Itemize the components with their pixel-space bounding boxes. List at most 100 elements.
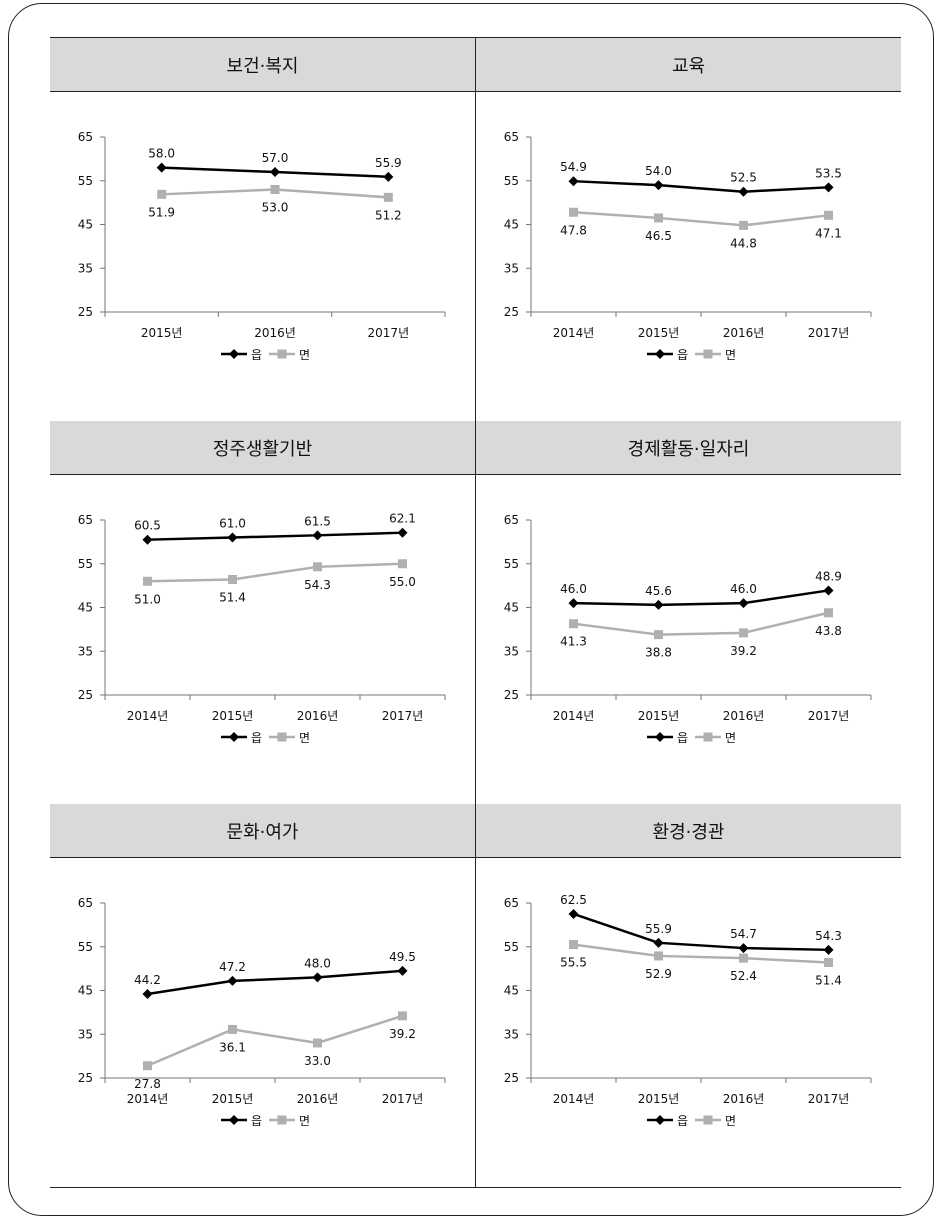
y-tick-label: 35 xyxy=(78,644,93,658)
line-chart-environment-landscape: 65 55 45 35 25 2014년 2015년 2016년 2017년 62.5 55.5 55… xyxy=(504,893,872,1128)
data-label-eup: 61.5 xyxy=(304,514,331,528)
data-label-myeon: 51.0 xyxy=(134,592,161,606)
y-tick-label: 55 xyxy=(78,940,93,954)
data-label-myeon: 27.8 xyxy=(134,1077,161,1091)
panel-living-infrastructure: 정주생활기반 65 55 45 35 25 2014년 2015년 2016년 2017년 60.… xyxy=(50,421,475,804)
x-tick-label: 2015년 xyxy=(638,709,680,723)
data-label-myeon: 54.3 xyxy=(304,578,331,592)
x-tick-label: 2016년 xyxy=(723,1092,765,1106)
data-label-eup: 54.9 xyxy=(560,160,587,174)
y-tick-label: 55 xyxy=(504,174,519,188)
data-point-eup xyxy=(312,530,323,541)
data-point-myeon xyxy=(228,1024,237,1034)
data-point-myeon xyxy=(824,608,833,618)
panel-health-welfare: 보건·복지 65 55 45 35 25 2015년 2016년 2017년 58.0 51.9 5… xyxy=(50,38,475,421)
x-tick-label: 2017년 xyxy=(808,1092,850,1106)
data-point-myeon xyxy=(569,940,578,950)
series-line-myeon xyxy=(573,211,829,227)
legend-marker-eup xyxy=(655,349,665,359)
x-tick-label: 2017년 xyxy=(808,709,850,723)
x-tick-label: 2017년 xyxy=(382,709,424,723)
legend-marker-eup xyxy=(655,1115,665,1125)
x-tick-label: 2015년 xyxy=(638,1092,680,1106)
data-label-eup: 44.2 xyxy=(134,973,161,987)
data-label-myeon: 55.0 xyxy=(389,575,416,589)
data-point-myeon xyxy=(824,958,833,967)
data-point-eup xyxy=(823,944,834,955)
data-point-eup xyxy=(568,908,579,919)
y-tick-label: 45 xyxy=(78,218,93,232)
line-chart-education: 65 55 45 35 25 2014년 2015년 2016년 2017년 54.9 47.8 54… xyxy=(504,130,872,362)
data-point-myeon xyxy=(569,207,578,217)
line-chart-culture-leisure: 65 55 45 35 25 2014년 2015년 2016년 2017년 44.2 27.8 47… xyxy=(78,896,446,1128)
series-line-eup xyxy=(573,179,829,193)
data-label-eup: 48.9 xyxy=(815,569,842,583)
legend-label-eup: 읍 xyxy=(251,731,262,745)
line-chart-health-welfare: 65 55 45 35 25 2015년 2016년 2017년 58.0 51.9 57.0 53.… xyxy=(78,130,446,362)
data-point-eup xyxy=(397,527,408,538)
series-line-eup xyxy=(573,589,829,607)
x-tick-label: 2016년 xyxy=(297,1092,339,1106)
data-point-eup xyxy=(738,186,749,197)
legend-label-eup: 읍 xyxy=(251,348,262,362)
data-point-myeon xyxy=(739,628,748,638)
legend-label-eup: 읍 xyxy=(677,731,688,745)
data-label-eup: 45.6 xyxy=(645,584,672,598)
y-tick-label: 45 xyxy=(504,218,519,232)
data-label-myeon: 44.8 xyxy=(730,236,757,250)
y-tick-label: 25 xyxy=(78,688,93,702)
data-point-eup xyxy=(270,167,280,177)
legend-label-eup: 읍 xyxy=(677,348,688,362)
column-divider xyxy=(475,38,476,1187)
data-label-myeon: 39.2 xyxy=(730,644,757,658)
legend-marker-eup xyxy=(229,1115,239,1125)
data-label-myeon: 39.2 xyxy=(389,1027,416,1041)
legend-label-myeon: 면 xyxy=(725,348,736,362)
data-label-myeon: 47.1 xyxy=(815,226,842,240)
data-point-eup xyxy=(142,534,153,545)
series-line-myeon xyxy=(147,562,403,583)
legend-marker-myeon xyxy=(703,1115,713,1125)
legend-marker-myeon xyxy=(703,349,713,359)
series-line-eup xyxy=(147,531,403,541)
panel-education: 교육 65 55 45 35 25 2014년 2015년 2016년 2017년 54.9 47.… xyxy=(476,38,901,421)
x-tick-label: 2016년 xyxy=(723,326,765,340)
data-point-eup xyxy=(312,972,323,983)
data-point-eup xyxy=(653,599,664,610)
y-tick-label: 25 xyxy=(504,305,519,319)
legend-label-myeon: 면 xyxy=(299,731,310,745)
data-label-myeon: 33.0 xyxy=(304,1054,331,1068)
y-tick-label: 35 xyxy=(78,1027,93,1041)
y-tick-label: 55 xyxy=(504,557,519,571)
row-divider xyxy=(50,804,901,805)
data-label-eup: 58.0 xyxy=(148,147,175,161)
y-tick-label: 65 xyxy=(78,513,93,527)
x-tick-label: 2015년 xyxy=(212,709,254,723)
y-tick-label: 25 xyxy=(78,1071,93,1085)
x-tick-label: 2016년 xyxy=(297,709,339,723)
data-point-myeon xyxy=(824,210,833,220)
data-point-myeon xyxy=(383,192,393,202)
x-tick-label: 2015년 xyxy=(141,326,183,340)
legend-label-myeon: 면 xyxy=(725,731,736,745)
data-point-eup xyxy=(397,965,408,976)
series-line-myeon xyxy=(147,1014,403,1067)
data-label-myeon: 52.9 xyxy=(645,967,672,981)
x-tick-label: 2014년 xyxy=(127,709,169,723)
data-label-eup: 46.0 xyxy=(730,582,757,596)
x-tick-label: 2017년 xyxy=(808,326,850,340)
legend-label-eup: 읍 xyxy=(251,1114,262,1128)
data-point-myeon xyxy=(313,1038,322,1048)
y-tick-label: 25 xyxy=(78,305,93,319)
y-tick-label: 45 xyxy=(504,601,519,615)
y-tick-label: 35 xyxy=(504,1027,519,1041)
x-tick-label: 2014년 xyxy=(127,1092,169,1106)
data-point-eup xyxy=(227,975,238,986)
data-label-eup: 57.0 xyxy=(262,151,289,165)
data-label-eup: 46.0 xyxy=(560,582,587,596)
